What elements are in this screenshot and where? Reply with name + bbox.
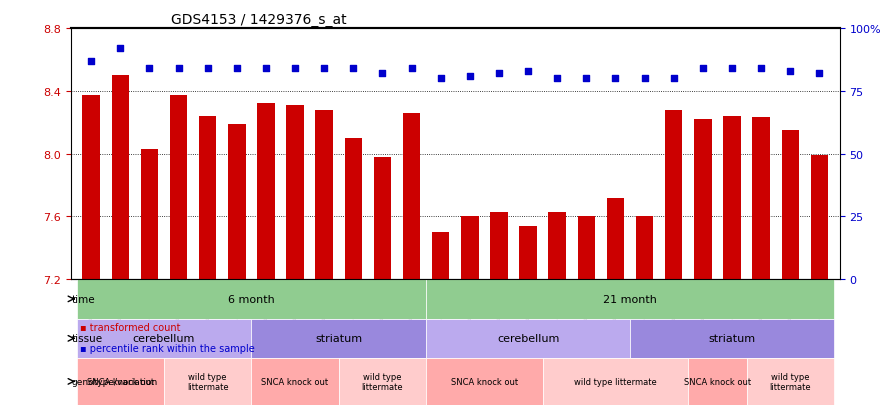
Text: genotype/variation: genotype/variation (72, 377, 157, 386)
Bar (403, 114, 420, 280)
Text: 21 month: 21 month (603, 294, 657, 304)
Text: ▪ transformed count: ▪ transformed count (80, 323, 180, 332)
Bar (345, 138, 362, 280)
Text: GDS4153 / 1429376_s_at: GDS4153 / 1429376_s_at (171, 12, 347, 26)
Bar (374, 157, 391, 280)
Text: SNCA knock out: SNCA knock out (451, 377, 518, 386)
Bar (606, 198, 624, 280)
FancyBboxPatch shape (689, 358, 747, 405)
Text: wild type
littermate: wild type littermate (187, 372, 228, 391)
Bar (636, 217, 653, 280)
FancyBboxPatch shape (426, 280, 834, 319)
Bar (82, 96, 100, 280)
FancyBboxPatch shape (77, 358, 164, 405)
Bar (286, 106, 304, 280)
Bar (781, 131, 799, 280)
FancyBboxPatch shape (630, 319, 834, 358)
Text: wild type littermate: wild type littermate (574, 377, 657, 386)
Point (725, 66, 739, 72)
Bar (548, 212, 566, 280)
Bar (723, 116, 741, 280)
Bar (752, 118, 770, 280)
Point (667, 76, 681, 82)
Text: tissue: tissue (72, 334, 103, 344)
Bar (199, 116, 217, 280)
FancyBboxPatch shape (747, 358, 834, 405)
Point (171, 66, 186, 72)
Point (84, 58, 98, 65)
Bar (461, 217, 478, 280)
FancyBboxPatch shape (164, 358, 251, 405)
Point (201, 66, 215, 72)
Point (317, 66, 332, 72)
FancyBboxPatch shape (251, 358, 339, 405)
Point (259, 66, 273, 72)
Bar (432, 233, 449, 280)
Text: striatum: striatum (708, 334, 756, 344)
Point (405, 66, 419, 72)
Point (230, 66, 244, 72)
Bar (665, 110, 682, 280)
Point (113, 46, 127, 52)
Bar (316, 110, 333, 280)
Text: ▪ percentile rank within the sample: ▪ percentile rank within the sample (80, 343, 255, 353)
Point (579, 76, 593, 82)
Point (637, 76, 652, 82)
Point (376, 71, 390, 77)
FancyBboxPatch shape (339, 358, 426, 405)
Text: SNCA knock out: SNCA knock out (262, 377, 329, 386)
Text: SNCA knock out: SNCA knock out (87, 377, 154, 386)
Point (462, 73, 476, 80)
FancyBboxPatch shape (77, 319, 251, 358)
Text: wild type
littermate: wild type littermate (362, 372, 403, 391)
Point (608, 76, 622, 82)
Bar (577, 217, 595, 280)
Bar (811, 156, 828, 280)
FancyBboxPatch shape (543, 358, 689, 405)
Point (434, 76, 448, 82)
FancyBboxPatch shape (77, 280, 426, 319)
Bar (228, 124, 246, 280)
Text: wild type
littermate: wild type littermate (769, 372, 812, 391)
FancyBboxPatch shape (251, 319, 426, 358)
Point (754, 66, 768, 72)
Bar (519, 226, 537, 280)
Point (550, 76, 564, 82)
Point (812, 71, 827, 77)
Text: cerebellum: cerebellum (133, 334, 195, 344)
FancyBboxPatch shape (426, 358, 543, 405)
Bar (694, 120, 712, 280)
Bar (491, 212, 507, 280)
Bar (141, 150, 158, 280)
Text: cerebellum: cerebellum (497, 334, 560, 344)
Point (142, 66, 156, 72)
Point (492, 71, 506, 77)
Text: 6 month: 6 month (228, 294, 275, 304)
Bar (170, 96, 187, 280)
Point (521, 68, 535, 75)
Bar (111, 76, 129, 280)
Text: SNCA knock out: SNCA knock out (684, 377, 751, 386)
Point (696, 66, 710, 72)
FancyBboxPatch shape (426, 319, 630, 358)
Point (347, 66, 361, 72)
Bar (257, 104, 275, 280)
Point (288, 66, 302, 72)
Text: striatum: striatum (316, 334, 362, 344)
Text: time: time (72, 294, 95, 304)
Point (783, 68, 797, 75)
